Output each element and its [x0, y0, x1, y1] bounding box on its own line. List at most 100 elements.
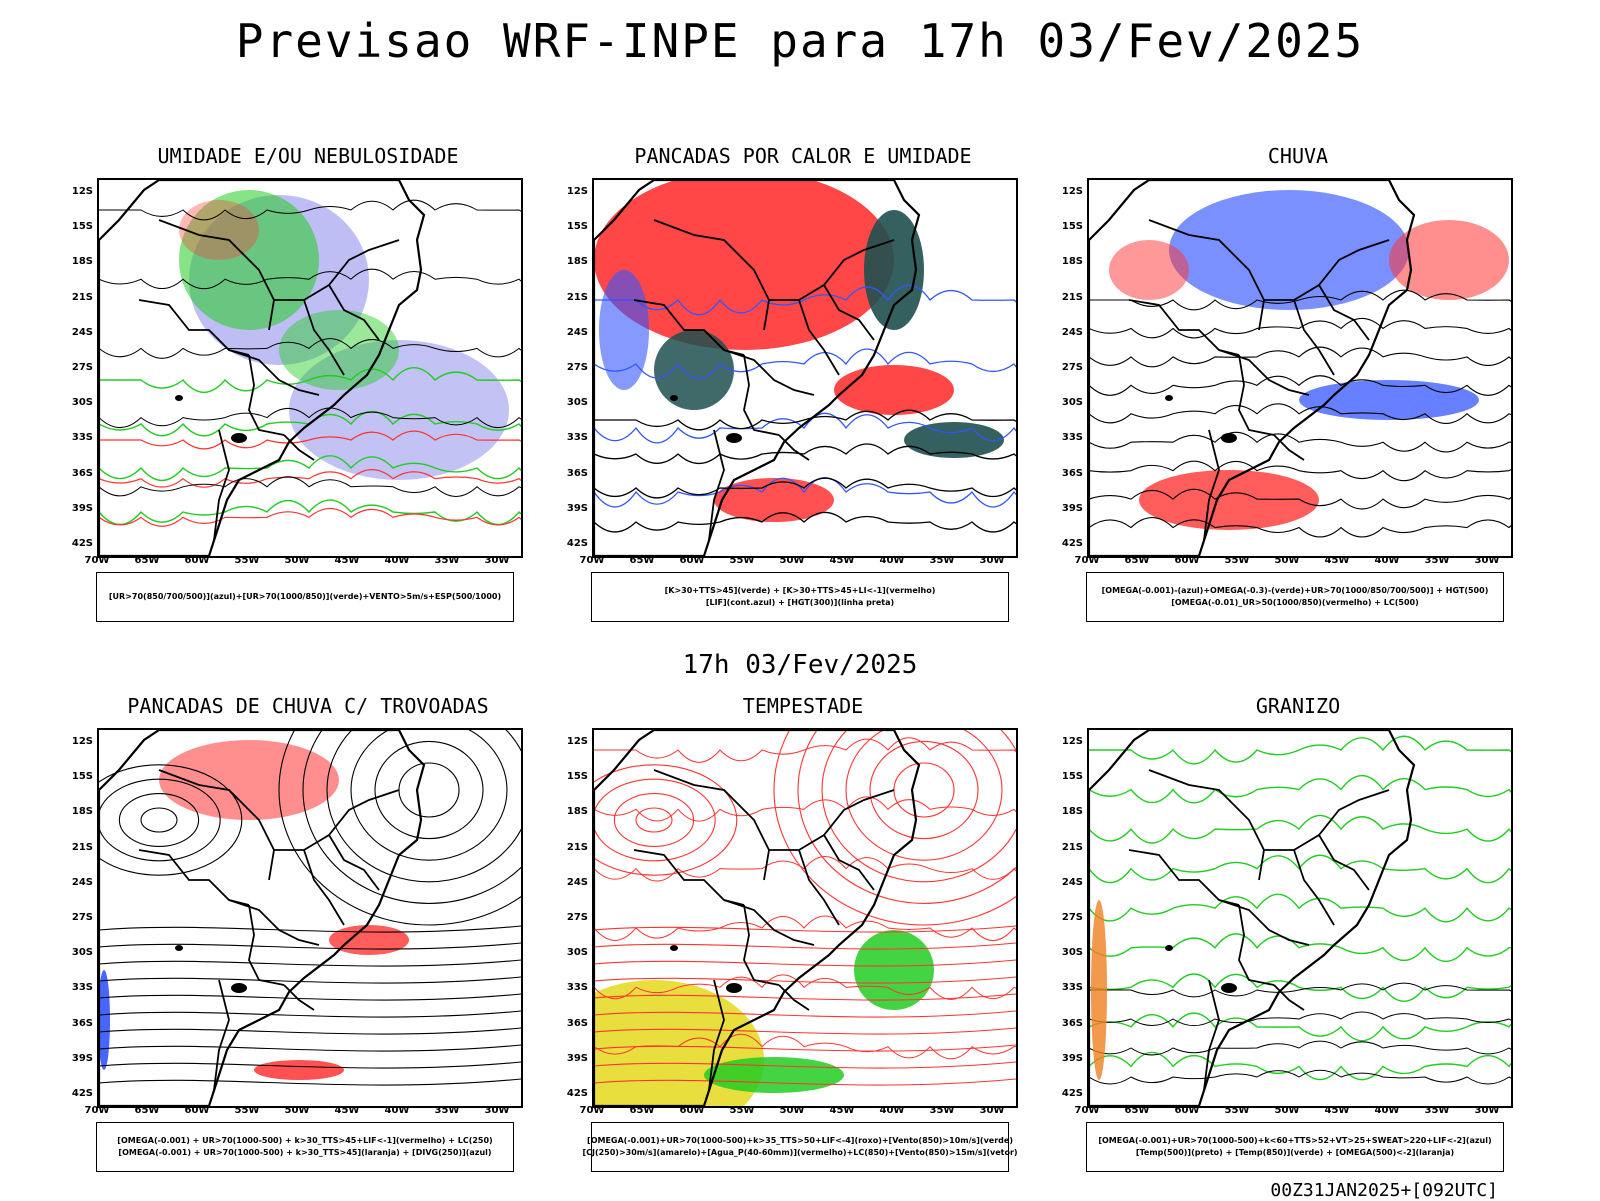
lon-tick-label: 60W — [184, 1105, 210, 1116]
lat-tick-label: 12S — [71, 186, 93, 197]
lat-tick-label: 30S — [566, 947, 588, 959]
lat-tick-label: 27S — [1061, 362, 1083, 373]
hail-area-orange — [1091, 900, 1107, 1080]
legend-line: [OMEGA(-0.001)+UR>70(1000-500)+k>35_TTS>… — [587, 1136, 1013, 1145]
lat-tick-label: 12S — [71, 736, 93, 747]
panel-title: PANCADAS POR CALOR E UMIDADE — [634, 144, 972, 168]
lat-tick-label: 42S — [1061, 538, 1083, 549]
panel-legend: [OMEGA(-0.001)+UR>70(1000-500)+k>35_TTS>… — [582, 1122, 1018, 1172]
legend-line: [CJ(250)>30m/s](amarelo)+[Agua_P(40-60mm… — [582, 1148, 1018, 1157]
lat-tick-label: 36S — [566, 467, 588, 479]
map-canvas — [1089, 730, 1511, 1106]
lat-tick-label: 39S — [1061, 502, 1083, 514]
lif-area-blue — [599, 270, 649, 390]
lat-tick-label: 33S — [1061, 432, 1083, 444]
lon-tick-label: 50W — [779, 1105, 805, 1116]
lon-tick-label: 70W — [84, 555, 110, 566]
lon-tick-label: 65W — [134, 555, 160, 566]
lon-tick-label: 70W — [579, 555, 605, 566]
lat-tick-label: 12S — [566, 736, 588, 747]
map-canvas — [594, 180, 1016, 556]
lon-tick-label: 45W — [829, 555, 855, 566]
lat-tick-label: 24S — [71, 876, 93, 888]
legend-line: [LIF](cont.azul) + [HGT(300)](linha pret… — [705, 598, 895, 607]
map-canvas — [1089, 180, 1511, 556]
lon-tick-label: 40W — [1374, 1105, 1400, 1116]
lat-tick-label: 21S — [71, 291, 93, 303]
lat-tick-label: 39S — [566, 1052, 588, 1064]
wind-area-green — [854, 930, 934, 1010]
convection-area-green — [904, 422, 1004, 458]
lat-tick-label: 36S — [566, 1017, 588, 1029]
lon-tick-label: 45W — [334, 1105, 360, 1116]
lat-tick-label: 42S — [71, 1088, 93, 1099]
legend-line: [UR>70(850/700/500)](azul)+[UR>70(1000/8… — [108, 592, 502, 601]
lon-tick-label: 65W — [134, 1105, 160, 1116]
main-title: Previsao WRF-INPE para 17h 03/Fev/2025 — [235, 14, 1365, 68]
lat-tick-label: 36S — [71, 467, 93, 479]
lat-tick-label: 24S — [71, 326, 93, 338]
lat-tick-label: 15S — [566, 221, 588, 233]
legend-line: [OMEGA(-0.01)_UR>50(1000/850)(vermelho) … — [1171, 598, 1419, 607]
forecast-map — [1087, 728, 1513, 1108]
lat-tick-label: 27S — [1061, 912, 1083, 923]
lon-tick-label: 30W — [979, 1105, 1005, 1116]
lat-tick-label: 30S — [1061, 947, 1083, 959]
lat-tick-label: 39S — [566, 502, 588, 514]
lat-tick-label: 42S — [1061, 1088, 1083, 1099]
rain-area-red — [179, 200, 259, 260]
lat-tick-label: 30S — [71, 397, 93, 409]
lat-tick-label: 24S — [1061, 876, 1083, 888]
lat-tick-label: 15S — [566, 771, 588, 783]
lon-tick-label: 55W — [1224, 555, 1250, 566]
lon-tick-label: 35W — [929, 555, 955, 566]
lat-tick-label: 33S — [1061, 982, 1083, 994]
lon-tick-label: 55W — [234, 1105, 260, 1116]
lon-tick-label: 55W — [1224, 1105, 1250, 1116]
rain-area-blue — [1169, 190, 1409, 310]
lon-tick-label: 40W — [1374, 555, 1400, 566]
rain-area-red — [1139, 470, 1319, 530]
panel-title: UMIDADE E/OU NEBULOSIDADE — [157, 144, 459, 168]
lat-tick-label: 42S — [71, 538, 93, 549]
lat-tick-label: 39S — [71, 1052, 93, 1064]
lat-tick-label: 18S — [71, 806, 93, 818]
lon-tick-label: 55W — [729, 1105, 755, 1116]
lat-tick-label: 36S — [71, 1017, 93, 1029]
lat-tick-label: 15S — [71, 771, 93, 783]
legend-line: [OMEGA(-0.001)-(azul)+OMEGA(-0.3)-(verde… — [1101, 586, 1489, 595]
lat-tick-label: 33S — [566, 432, 588, 444]
lat-tick-label: 33S — [566, 982, 588, 994]
lon-tick-label: 30W — [484, 555, 510, 566]
lat-tick-label: 24S — [566, 876, 588, 888]
lat-tick-label: 21S — [1061, 841, 1083, 853]
lon-tick-label: 30W — [979, 555, 1005, 566]
lon-tick-label: 65W — [1124, 1105, 1150, 1116]
storm-area-red — [159, 740, 339, 820]
lon-tick-label: 50W — [779, 555, 805, 566]
forecast-time-title: 17h 03/Fev/2025 — [682, 650, 918, 680]
lon-tick-label: 30W — [1474, 1105, 1500, 1116]
legend-line: [OMEGA(-0.001)+UR>70(1000-500)+k<60+TTS>… — [1098, 1136, 1492, 1145]
lon-tick-label: 35W — [434, 1105, 460, 1116]
lon-tick-label: 60W — [1174, 1105, 1200, 1116]
lat-tick-label: 18S — [566, 806, 588, 818]
lon-tick-label: 45W — [1324, 1105, 1350, 1116]
lat-tick-label: 36S — [1061, 1017, 1083, 1029]
lon-tick-label: 50W — [1274, 1105, 1300, 1116]
lon-tick-label: 70W — [1074, 555, 1100, 566]
lat-tick-label: 24S — [1061, 326, 1083, 338]
convection-area-green — [864, 210, 924, 330]
panel-title: CHUVA — [1267, 144, 1329, 168]
lat-tick-label: 21S — [566, 291, 588, 303]
lon-tick-label: 30W — [484, 1105, 510, 1116]
convection-area-red — [594, 180, 894, 350]
forecast-map — [592, 728, 1018, 1108]
lat-tick-label: 27S — [71, 912, 93, 923]
divergence-area-blue — [99, 970, 110, 1070]
lat-tick-label: 27S — [71, 362, 93, 373]
lon-tick-label: 65W — [629, 555, 655, 566]
lon-tick-label: 65W — [629, 1105, 655, 1116]
rain-area-red — [1109, 240, 1189, 300]
lon-tick-label: 65W — [1124, 555, 1150, 566]
